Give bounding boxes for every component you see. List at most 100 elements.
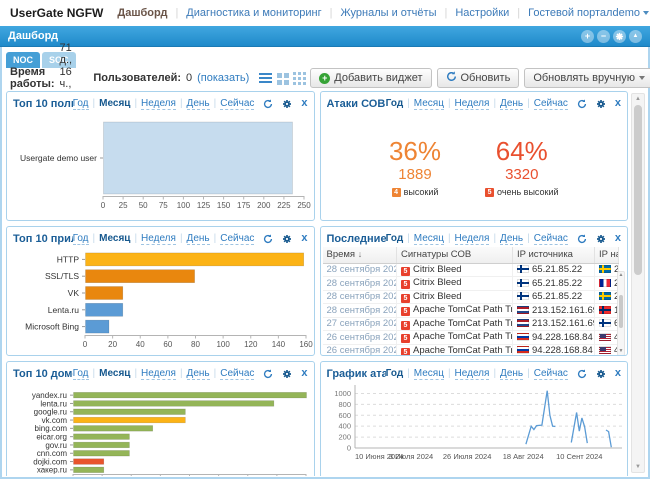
layout-three-column-icon[interactable] bbox=[293, 70, 305, 86]
settings-icon[interactable] bbox=[613, 29, 626, 43]
refresh-icon[interactable] bbox=[577, 233, 587, 244]
fi-flag-icon bbox=[517, 292, 529, 301]
refresh-button[interactable]: Обновить bbox=[436, 68, 520, 88]
refresh-icon[interactable] bbox=[577, 368, 587, 379]
divider: | bbox=[179, 233, 183, 244]
range-link-2[interactable]: Месяц bbox=[99, 368, 131, 379]
range-link-3[interactable]: Неделя bbox=[454, 232, 490, 245]
close-icon[interactable]: x bbox=[614, 97, 621, 109]
nav-item-4[interactable]: Настройки bbox=[455, 7, 510, 19]
range-link-3[interactable]: Неделя bbox=[454, 97, 490, 110]
tab-noc[interactable]: NOC bbox=[6, 52, 40, 68]
range-link-1[interactable]: Год bbox=[72, 367, 89, 380]
settings-icon[interactable] bbox=[596, 234, 606, 244]
refresh-icon[interactable] bbox=[263, 233, 273, 244]
range-link-5[interactable]: Сейчас bbox=[533, 97, 568, 110]
close-icon[interactable]: x bbox=[301, 232, 308, 244]
range-link-4[interactable]: День bbox=[186, 232, 210, 245]
range-link-3[interactable]: Неделя bbox=[141, 97, 176, 110]
settings-icon[interactable] bbox=[282, 369, 292, 379]
svg-text:160: 160 bbox=[299, 340, 313, 349]
svg-text:100: 100 bbox=[177, 201, 191, 210]
close-icon[interactable]: x bbox=[301, 97, 308, 109]
nav-item-2[interactable]: Диагностика и мониторинг bbox=[186, 7, 322, 19]
range-link-4[interactable]: День bbox=[500, 367, 524, 380]
column-header[interactable]: Сигнатуры СОВ bbox=[396, 247, 513, 264]
settings-icon[interactable] bbox=[282, 99, 292, 109]
nav-item-3[interactable]: Журналы и отчёты bbox=[340, 7, 437, 19]
threat-count: 1889 bbox=[398, 166, 432, 183]
range-link-5[interactable]: Сейчас bbox=[533, 232, 568, 245]
range-link-5[interactable]: Сейчас bbox=[533, 367, 568, 380]
tab-soc[interactable]: SOC bbox=[42, 52, 76, 68]
scroll-up-icon[interactable]: ▲ bbox=[635, 96, 641, 102]
severity-badge: 5 bbox=[401, 347, 410, 355]
range-link-2[interactable]: Месяц bbox=[413, 232, 444, 245]
range-link-3[interactable]: Неделя bbox=[141, 367, 176, 380]
table-scrollbar[interactable]: ▲ ▼ bbox=[617, 271, 625, 355]
settings-icon[interactable] bbox=[282, 234, 292, 244]
close-icon[interactable]: x bbox=[301, 367, 308, 379]
refresh-icon[interactable] bbox=[263, 368, 273, 379]
refresh-icon bbox=[446, 71, 457, 85]
range-link-5[interactable]: Сейчас bbox=[220, 367, 255, 380]
destination-ip: 65.109.121.113 bbox=[594, 317, 619, 331]
attack-time: 28 сентября 202... bbox=[322, 276, 397, 291]
range-link-2[interactable]: Месяц bbox=[99, 233, 131, 244]
range-link-4[interactable]: День bbox=[500, 97, 524, 110]
range-link-1[interactable]: Год bbox=[385, 368, 404, 379]
column-header[interactable]: IP источника bbox=[512, 247, 595, 264]
range-link-1[interactable]: Год bbox=[72, 97, 89, 110]
svg-text:1000: 1000 bbox=[334, 389, 351, 398]
minus-icon[interactable]: − bbox=[597, 29, 610, 43]
scrollbar-thumb[interactable] bbox=[619, 295, 623, 329]
scroll-down-icon[interactable]: ▼ bbox=[635, 464, 641, 470]
range-link-3[interactable]: Неделя bbox=[141, 232, 176, 245]
svg-text:200: 200 bbox=[257, 201, 271, 210]
show-users-link[interactable]: (показать) bbox=[197, 72, 250, 84]
range-link-5[interactable]: Сейчас bbox=[220, 97, 255, 110]
range-link-2[interactable]: Месяц bbox=[413, 367, 444, 380]
scroll-top-icon[interactable]: ▲ bbox=[629, 29, 642, 43]
settings-icon[interactable] bbox=[596, 99, 606, 109]
scrollbar-thumb[interactable] bbox=[634, 105, 642, 275]
range-link-2[interactable]: Месяц bbox=[413, 97, 444, 110]
nav-item-1[interactable]: Дашборд bbox=[117, 7, 168, 19]
range-link-1[interactable]: Год bbox=[385, 98, 404, 109]
no-flag-icon bbox=[599, 305, 611, 314]
column-header[interactable]: IP назначения bbox=[594, 247, 619, 264]
close-icon[interactable]: x bbox=[614, 232, 621, 244]
layout-two-column-icon[interactable] bbox=[277, 70, 288, 86]
range-link-1[interactable]: Год bbox=[72, 232, 89, 245]
settings-icon[interactable] bbox=[596, 369, 606, 379]
svg-text:0: 0 bbox=[101, 201, 106, 210]
add-icon[interactable]: + bbox=[581, 29, 594, 43]
range-link-4[interactable]: День bbox=[500, 232, 524, 245]
range-link-2[interactable]: Месяц bbox=[99, 98, 131, 109]
range-link-4[interactable]: День bbox=[186, 97, 210, 110]
refresh-mode-dropdown[interactable]: Обновлять вручную bbox=[524, 68, 650, 88]
refresh-icon[interactable] bbox=[263, 98, 273, 109]
close-icon[interactable]: x bbox=[614, 367, 621, 379]
divider: | bbox=[447, 233, 451, 244]
layout-one-column-icon[interactable] bbox=[259, 70, 273, 86]
page-scrollbar[interactable]: ▲ ▼ bbox=[631, 93, 645, 473]
user-menu[interactable]: demo bbox=[612, 7, 649, 19]
scroll-down-icon[interactable]: ▼ bbox=[618, 348, 624, 354]
nav-item-5[interactable]: Гостевой портал bbox=[528, 7, 613, 19]
column-header[interactable]: Время ↓ bbox=[322, 247, 397, 264]
range-link-1[interactable]: Год bbox=[385, 233, 404, 244]
scroll-up-icon[interactable]: ▲ bbox=[618, 272, 624, 278]
add-widget-button[interactable]: + Добавить виджет bbox=[310, 68, 432, 88]
refresh-icon[interactable] bbox=[577, 98, 587, 109]
range-link-3[interactable]: Неделя bbox=[454, 367, 490, 380]
range-link-4[interactable]: День bbox=[186, 367, 210, 380]
range-link-5[interactable]: Сейчас bbox=[220, 232, 255, 245]
